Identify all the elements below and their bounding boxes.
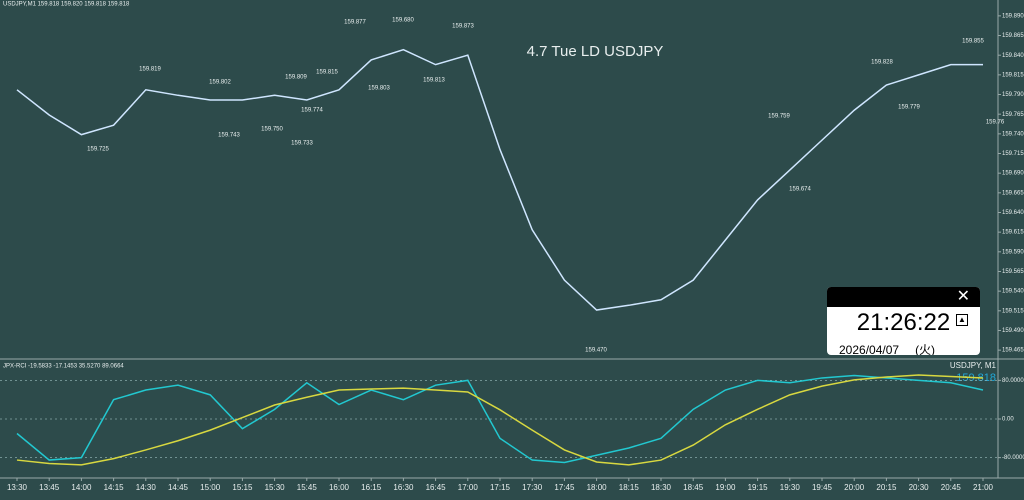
x-tick-label: 20:45: [941, 483, 962, 492]
y-tick-label: 159.665: [1002, 190, 1024, 196]
price-annotation: 159.819: [139, 67, 161, 73]
x-tick-label: 19:00: [715, 483, 736, 492]
clock-header: ✕: [827, 287, 980, 307]
price-annotation: 159.733: [291, 141, 313, 147]
price-annotation: 159.855: [962, 39, 984, 45]
y-tick-label: 159.715: [1002, 151, 1024, 157]
chart-header: USDJPY,M1 159.818 159.820 159.818 159.81…: [3, 2, 130, 8]
y-tick-label: 159.840: [1002, 53, 1024, 59]
x-tick-label: 18:15: [619, 483, 640, 492]
clock-date: 2026/04/07: [839, 343, 900, 355]
y-tick-label: 159.690: [1002, 171, 1024, 177]
y-tick-label: 159.790: [1002, 92, 1024, 98]
x-tick-label: 15:15: [232, 483, 253, 492]
price-annotation: 159.802: [209, 80, 231, 86]
x-tick-label: 17:45: [554, 483, 575, 492]
price-annotation: 159.873: [452, 24, 474, 30]
price-annotation: 159.725: [87, 147, 109, 153]
x-tick-label: 20:00: [844, 483, 865, 492]
price-annotation: 159.815: [316, 70, 338, 76]
clock-time: 21:26:22: [856, 309, 951, 336]
y-tick-label: 159.540: [1002, 289, 1024, 295]
close-button[interactable]: ✕: [956, 288, 970, 305]
x-tick-label: 18:00: [587, 483, 608, 492]
x-tick-label: 16:45: [426, 483, 447, 492]
price-annotation: 159.828: [871, 60, 893, 66]
pin-button[interactable]: ▲: [956, 314, 968, 326]
x-tick-label: 18:45: [683, 483, 704, 492]
y-tick-label: 159.465: [1002, 348, 1024, 354]
price-annotation: 159.779: [898, 105, 920, 111]
symbol-label: USDJPY, M1: [950, 361, 997, 370]
x-tick-label: 18:30: [651, 483, 672, 492]
y-tick-label: 159.765: [1002, 112, 1024, 118]
price-annotation: 159.76: [986, 120, 1005, 126]
clock-date-row: 2026/04/07 (火): [839, 341, 980, 355]
price-annotation: 159.680: [392, 18, 414, 24]
price-annotation: 159.803: [368, 86, 390, 92]
y-tick-label: 159.890: [1002, 13, 1024, 19]
price-annotation: 159.743: [218, 133, 240, 139]
price-annotation: 159.470: [585, 348, 607, 354]
x-tick-label: 17:15: [490, 483, 511, 492]
y-tick-label: 0.00: [1002, 417, 1014, 423]
price-annotation: 159.750: [261, 127, 283, 133]
y-tick-label: 80.0000: [1002, 378, 1024, 384]
x-tick-label: 17:30: [522, 483, 543, 492]
x-tick-label: 16:00: [329, 483, 350, 492]
x-tick-label: 20:15: [876, 483, 897, 492]
price-annotation: 159.759: [768, 114, 790, 120]
series-line: [16, 48, 983, 311]
x-tick-label: 14:00: [71, 483, 92, 492]
x-tick-label: 15:30: [265, 483, 286, 492]
y-tick-label: -80.0000: [1002, 455, 1024, 461]
y-tick-label: 159.515: [1002, 308, 1024, 314]
x-tick-label: 17:00: [458, 483, 479, 492]
x-tick-label: 15:00: [200, 483, 221, 492]
price-annotation: 159.813: [423, 78, 445, 84]
y-tick-label: 159.615: [1002, 230, 1024, 236]
clock-widget: ✕ ▲ 21:26:22 2026/04/07 (火): [827, 287, 980, 355]
clock-weekday: (火): [915, 343, 936, 355]
y-tick-label: 159.815: [1002, 72, 1024, 78]
x-tick-label: 16:15: [361, 483, 382, 492]
y-tick-label: 159.490: [1002, 328, 1024, 334]
chart-title: 4.7 Tue LD USDJPY: [527, 43, 664, 60]
x-tick-label: 21:00: [973, 483, 994, 492]
x-tick-label: 13:30: [7, 483, 28, 492]
y-tick-label: 159.740: [1002, 131, 1024, 137]
x-tick-label: 20:30: [909, 483, 930, 492]
x-tick-label: 19:15: [748, 483, 769, 492]
series-line: [16, 374, 984, 464]
x-tick-label: 16:30: [393, 483, 414, 492]
y-tick-label: 159.865: [1002, 33, 1024, 39]
x-tick-label: 19:30: [780, 483, 801, 492]
x-tick-label: 14:45: [168, 483, 189, 492]
series-line: [16, 374, 984, 466]
x-tick-label: 15:45: [297, 483, 318, 492]
price-annotation: 159.809: [285, 75, 307, 81]
price-annotation: 159.877: [344, 20, 366, 26]
x-tick-label: 19:45: [812, 483, 833, 492]
y-tick-label: 159.565: [1002, 269, 1024, 275]
x-tick-label: 14:15: [104, 483, 125, 492]
x-tick-label: 13:45: [39, 483, 60, 492]
price-annotation: 159.674: [789, 187, 811, 193]
y-tick-label: 159.590: [1002, 249, 1024, 255]
indicator-header: JPX-RCI -19.5833 -17.1453 35.5270 89.066…: [3, 364, 124, 370]
x-tick-label: 14:30: [136, 483, 157, 492]
price-annotation: 159.774: [301, 108, 323, 114]
y-tick-label: 159.640: [1002, 210, 1024, 216]
